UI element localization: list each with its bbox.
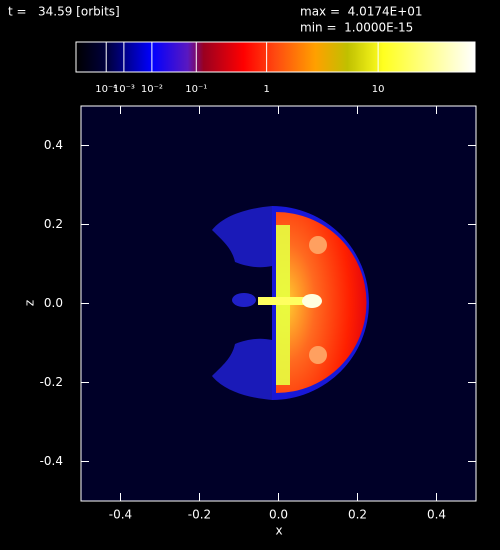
x-tick-label: 0.4 [427,508,446,522]
x-tick-label: 0.0 [269,508,288,522]
colorbar-tick-label: 1 [263,84,269,95]
colorbar-tick-label: 10⁻⁴ [95,84,117,95]
jet-horizontal [258,297,320,305]
y-tick-label: -0.2 [40,375,63,389]
density-image [212,206,369,400]
knot [309,236,327,254]
min-label: min = 1.0000E-15 [300,21,413,35]
time-label: t = 34.59 [orbits] [8,5,120,19]
hot-spot [302,294,322,308]
blob [232,293,256,307]
colorbar-tick-label: 10⁻³ [113,84,135,95]
y-axis-label: z [23,300,37,306]
x-tick-label: -0.2 [188,508,211,522]
max-label: max = 4.0174E+01 [300,5,423,19]
colorbar-tick-label: 10 [372,84,385,95]
upper-wing [212,206,272,268]
knot [309,346,327,364]
lower-wing [212,338,272,400]
colorbar-tick-label: 10⁻¹ [185,84,207,95]
x-tick-label: -0.4 [109,508,132,522]
x-axis-label: x [275,524,282,538]
colorbar-tick-label: 10⁻² [141,84,163,95]
y-tick-label: -0.4 [40,454,63,468]
colorbar [75,41,476,73]
x-tick-label: 0.2 [348,508,367,522]
y-tick-label: 0.4 [44,138,63,152]
y-tick-label: 0.2 [44,217,63,231]
y-tick-label: 0.0 [44,296,63,310]
